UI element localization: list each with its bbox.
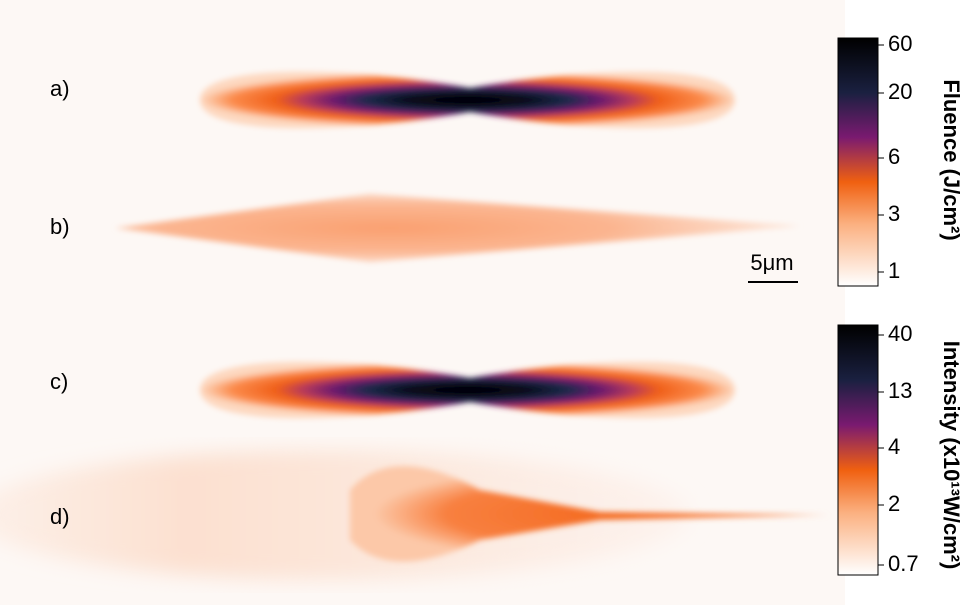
beam-a [200, 71, 735, 129]
beam-d-haze [0, 450, 690, 580]
beam-c [200, 361, 735, 419]
colorbar [837, 37, 879, 287]
colorbar-tick-label: 3 [888, 201, 900, 226]
beam-b [115, 194, 800, 262]
colorbar-title: Intensity (x10¹³W/cm²) [939, 341, 964, 570]
panel-label: d) [50, 504, 70, 529]
panel-label: c) [50, 369, 68, 394]
colorbar-tick-label: 2 [888, 491, 900, 516]
colorbar-tick-label: 13 [888, 378, 912, 403]
colorbar-title: Fluence (J/cm²) [939, 79, 964, 240]
colorbar-tick-label: 60 [888, 31, 912, 56]
colorbar-tick-label: 40 [888, 321, 912, 346]
colorbar-tick-label: 6 [888, 144, 900, 169]
colorbar-tick-label: 0.7 [888, 551, 919, 576]
panel-label: a) [50, 76, 70, 101]
colorbar-tick-label: 20 [888, 79, 912, 104]
panel-label: b) [50, 214, 70, 239]
beam-d [350, 466, 830, 562]
colorbar-tick-label: 1 [888, 258, 900, 283]
scale-bar-label: 5μm [750, 250, 793, 275]
colorbar-tick-label: 4 [888, 434, 900, 459]
colorbar [837, 324, 879, 576]
